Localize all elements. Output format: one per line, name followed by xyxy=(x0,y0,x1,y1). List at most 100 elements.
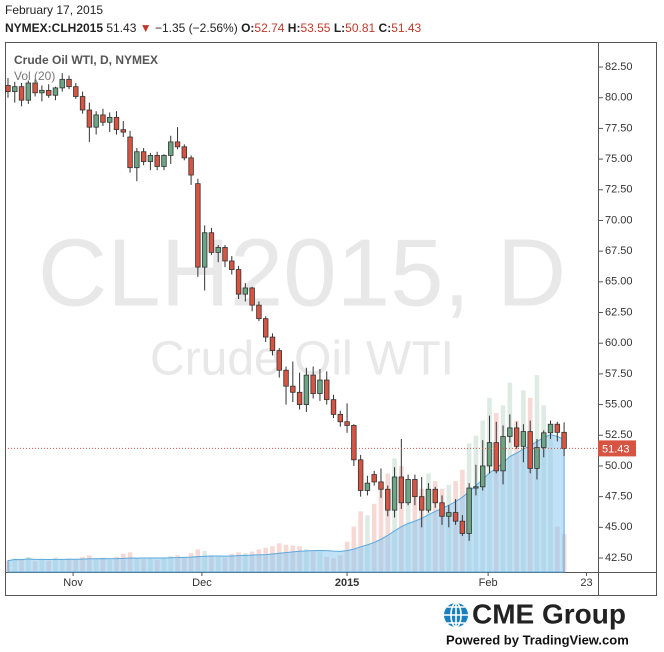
y-tick-label: 72.50 xyxy=(605,184,633,196)
candle-body xyxy=(93,114,99,128)
c-label: C: xyxy=(378,21,392,35)
y-tick-label: 77.50 xyxy=(605,122,633,134)
y-tick-label: 60.00 xyxy=(605,337,633,349)
candle-body xyxy=(283,369,289,387)
candle-body xyxy=(66,78,72,88)
high: 53.55 xyxy=(300,21,331,35)
candle-body xyxy=(378,481,384,490)
brand: CME Group xyxy=(472,598,626,629)
y-tick-label: 82.50 xyxy=(605,61,633,73)
candle-body xyxy=(100,114,106,123)
candle-body xyxy=(107,116,113,123)
powered-by: Powered by TradingView.com xyxy=(446,632,629,647)
volume-bar xyxy=(371,503,377,572)
y-tick-label: 45.00 xyxy=(605,521,633,533)
candle-body xyxy=(276,350,282,371)
x-tick-label: Feb xyxy=(479,577,498,589)
open: 52.74 xyxy=(254,21,285,35)
candle-body xyxy=(12,86,18,92)
price-layer xyxy=(5,73,567,541)
candle-body xyxy=(520,431,527,447)
watermark-sub: Crude Oil WTI xyxy=(150,333,454,386)
candle-body xyxy=(168,141,174,156)
candle-body xyxy=(527,431,533,469)
symbol: NYMEX:CLH2015 xyxy=(5,21,104,35)
candle-body xyxy=(120,129,126,133)
candle-body xyxy=(513,427,520,447)
candle-body xyxy=(473,486,479,489)
candle-body xyxy=(324,379,330,401)
candle-body xyxy=(242,287,249,295)
candle-body xyxy=(25,82,32,101)
chart-frame xyxy=(5,42,657,596)
volume-bar xyxy=(358,511,363,572)
date: February 17, 2015 xyxy=(5,3,104,17)
candle-body xyxy=(195,183,201,268)
watermark: CLH2015, D xyxy=(38,219,566,326)
x-tick-label: Dec xyxy=(192,577,212,589)
candle-body xyxy=(541,432,547,448)
candle-body xyxy=(147,155,154,162)
arrow: ▼ xyxy=(139,21,152,35)
volume-bar xyxy=(365,515,370,572)
candle-body xyxy=(215,247,221,253)
y-tick-label: 75.00 xyxy=(605,153,633,165)
candle-body xyxy=(493,442,499,472)
x-tick-label: 2015 xyxy=(335,577,359,589)
change: −1.35 (−2.56%) xyxy=(154,21,238,35)
x-tick-label: Nov xyxy=(63,577,83,589)
candle-body xyxy=(154,155,160,167)
candle-body xyxy=(208,232,215,253)
candle-body xyxy=(52,87,59,96)
candle-body xyxy=(418,496,425,511)
candle-body xyxy=(351,425,357,461)
candle-body xyxy=(32,82,38,94)
candle-body xyxy=(344,421,350,426)
candle-body xyxy=(385,488,391,511)
low: 50.81 xyxy=(345,21,376,35)
last-price-label: 51.43 xyxy=(602,443,630,455)
candle-body xyxy=(561,431,567,449)
y-tick-label: 47.50 xyxy=(605,491,633,503)
candle-body xyxy=(235,269,242,295)
candle-body xyxy=(5,85,11,92)
candle-body xyxy=(391,476,398,511)
candle-body xyxy=(446,512,452,517)
candle-body xyxy=(127,136,133,169)
candle-body xyxy=(310,374,316,394)
candle-body xyxy=(547,423,554,434)
volume-bar xyxy=(378,488,384,572)
candle-body xyxy=(181,146,188,159)
candle-body xyxy=(371,474,377,483)
volume-legend: Vol (20) xyxy=(14,69,55,83)
quote-line: NYMEX:CLH2015 51.43 ▼ −1.35 (−2.56%) O:5… xyxy=(5,21,421,35)
volume-bar xyxy=(385,473,391,572)
candle-body xyxy=(201,232,208,268)
y-tick-label: 50.00 xyxy=(605,460,633,472)
close: 51.43 xyxy=(391,21,422,35)
candle-body xyxy=(59,78,65,89)
candle-body xyxy=(330,399,337,415)
candle-body xyxy=(79,96,86,111)
y-tick-label: 65.00 xyxy=(605,276,633,288)
candle-body xyxy=(18,86,25,101)
candle-body xyxy=(425,488,432,511)
candle-body xyxy=(439,502,445,517)
candle-body xyxy=(161,155,167,167)
candle-body xyxy=(466,487,472,534)
last-price: 51.43 xyxy=(106,21,137,35)
candle-body xyxy=(405,479,411,504)
candle-body xyxy=(452,512,459,522)
y-tick-label: 80.00 xyxy=(605,92,633,104)
candle-body xyxy=(134,151,140,169)
candle-body xyxy=(174,141,181,148)
candle-body xyxy=(86,109,93,128)
candle-body xyxy=(554,423,561,433)
candle-body xyxy=(412,479,418,498)
volume-bar xyxy=(399,466,404,572)
o-label: O: xyxy=(241,21,255,35)
h-label: H: xyxy=(287,21,301,35)
candle-body xyxy=(113,116,120,131)
